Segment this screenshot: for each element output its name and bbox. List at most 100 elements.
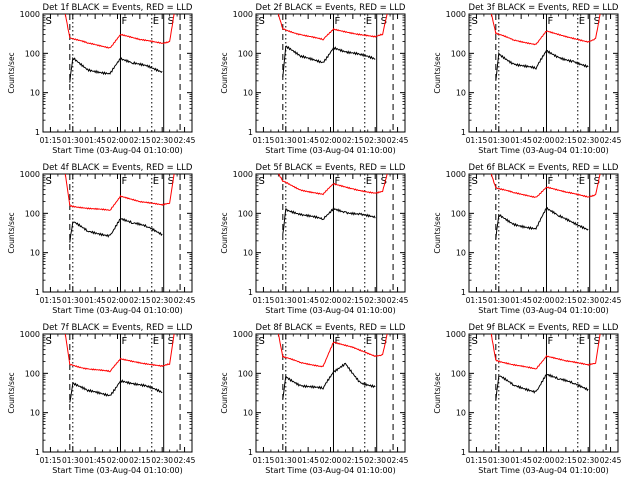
- x-axis-label: Start Time (03-Aug-04 01:10:00): [52, 306, 183, 315]
- lld-series-line: [64, 13, 175, 49]
- x-tick-label: 01:45: [297, 456, 319, 465]
- lld-series-line: [277, 333, 388, 368]
- plot-frame: [255, 333, 406, 453]
- chart-panel: Det 9f BLACK = Events, RED = LLD 1 10 100 10…: [433, 323, 622, 475]
- x-tick-label: 01:45: [297, 296, 319, 305]
- annotation-label: S: [471, 336, 477, 347]
- x-tick-label: 02:00: [533, 136, 555, 145]
- annotation-label: S: [45, 336, 51, 347]
- x-tick-label: 02:30: [364, 296, 386, 305]
- chart-title: Det 4f BLACK = Events, RED = LLD: [43, 163, 193, 173]
- x-tick-label: 02:45: [174, 296, 196, 305]
- y-tick-label: 1: [35, 128, 40, 137]
- events-series-line: [282, 45, 376, 78]
- y-tick-label: 1: [35, 448, 40, 457]
- x-tick-label: 02:00: [320, 456, 342, 465]
- annotation-label: E: [366, 16, 372, 27]
- lld-series-line: [277, 13, 388, 41]
- annotation-label: S: [168, 336, 174, 347]
- events-series-line: [69, 379, 163, 403]
- x-tick-label: 02:15: [129, 456, 151, 465]
- x-tick-label: 01:15: [253, 136, 275, 145]
- y-tick-label: 1000: [233, 330, 253, 339]
- y-tick-label: 1: [35, 288, 40, 297]
- x-tick-label: 02:45: [387, 296, 409, 305]
- y-tick-label: 1000: [446, 170, 466, 179]
- annotation-label: E: [366, 176, 372, 187]
- y-tick-label: 1: [461, 128, 466, 137]
- y-axis-label: Counts/sec: [220, 212, 229, 253]
- x-tick-label: 02:00: [320, 296, 342, 305]
- x-tick-label: 01:30: [62, 296, 84, 305]
- lld-series-line: [64, 173, 175, 211]
- x-tick-label: 02:15: [342, 296, 364, 305]
- x-tick-label: 01:45: [510, 296, 532, 305]
- chart-panel: Det 3f BLACK = Events, RED = LLD 1 10 100 10…: [433, 3, 622, 155]
- x-tick-label: 02:15: [342, 136, 364, 145]
- y-tick-label: 10: [456, 409, 466, 418]
- x-tick-label: 01:30: [62, 456, 84, 465]
- lld-series-line: [490, 13, 601, 46]
- y-axis-label: Counts/sec: [433, 212, 442, 253]
- annotation-label: F: [334, 16, 340, 27]
- x-axis-label: Start Time (03-Aug-04 01:10:00): [265, 146, 396, 155]
- chart-title: Det 7f BLACK = Events, RED = LLD: [43, 323, 193, 333]
- annotation-label: S: [594, 336, 600, 347]
- x-tick-label: 01:15: [253, 456, 275, 465]
- x-tick-label: 02:00: [533, 456, 555, 465]
- events-series-line: [69, 217, 163, 243]
- x-axis-label: Start Time (03-Aug-04 01:10:00): [52, 466, 183, 475]
- x-tick-label: 01:45: [84, 456, 106, 465]
- y-axis-label: Counts/sec: [7, 212, 16, 253]
- plot-frame: [468, 13, 619, 133]
- annotation-label: F: [121, 336, 127, 347]
- chart-title: Det 1f BLACK = Events, RED = LLD: [43, 3, 193, 13]
- annotation-label: S: [471, 16, 477, 27]
- x-tick-label: 01:15: [40, 456, 62, 465]
- annotation-label: E: [579, 16, 585, 27]
- x-axis-label: Start Time (03-Aug-04 01:10:00): [52, 146, 183, 155]
- y-tick-label: 10: [30, 249, 40, 258]
- y-tick-label: 100: [25, 209, 40, 218]
- plot-frame: [42, 13, 193, 133]
- lld-series-line: [490, 333, 601, 370]
- x-tick-label: 02:15: [129, 136, 151, 145]
- y-tick-label: 1: [248, 128, 253, 137]
- x-axis-label: Start Time (03-Aug-04 01:10:00): [478, 306, 609, 315]
- y-tick-label: 10: [456, 249, 466, 258]
- x-tick-label: 02:15: [555, 456, 577, 465]
- annotation-label: E: [153, 176, 159, 187]
- x-axis-label: Start Time (03-Aug-04 01:10:00): [478, 146, 609, 155]
- x-tick-label: 02:30: [364, 456, 386, 465]
- y-axis-label: Counts/sec: [7, 52, 16, 93]
- x-tick-label: 01:15: [466, 456, 488, 465]
- chart-panel: Det 4f BLACK = Events, RED = LLD 1 10 100 10…: [7, 163, 196, 315]
- y-tick-label: 1: [461, 448, 466, 457]
- annotation-label: S: [45, 176, 51, 187]
- annotation-label: S: [381, 176, 387, 187]
- chart-panel: Det 1f BLACK = Events, RED = LLD 1 10 100 10…: [7, 3, 196, 155]
- x-tick-label: 01:30: [62, 136, 84, 145]
- annotation-label: S: [594, 16, 600, 27]
- x-tick-label: 01:45: [510, 456, 532, 465]
- y-tick-label: 1: [248, 448, 253, 457]
- plot-frame: [468, 333, 619, 453]
- x-tick-label: 02:00: [533, 296, 555, 305]
- y-tick-label: 10: [30, 89, 40, 98]
- annotation-label: E: [579, 176, 585, 187]
- annotation-label: S: [45, 16, 51, 27]
- x-tick-label: 02:30: [577, 296, 599, 305]
- annotation-label: E: [579, 336, 585, 347]
- annotation-label: S: [594, 176, 600, 187]
- lld-series-line: [64, 333, 175, 373]
- y-tick-label: 100: [238, 49, 253, 58]
- x-tick-label: 01:30: [488, 296, 510, 305]
- events-series-line: [69, 56, 163, 83]
- x-tick-label: 02:30: [364, 136, 386, 145]
- x-tick-label: 02:30: [151, 296, 173, 305]
- plot-frame: [42, 333, 193, 453]
- y-tick-label: 10: [456, 89, 466, 98]
- y-tick-label: 10: [243, 249, 253, 258]
- x-tick-label: 02:00: [320, 136, 342, 145]
- x-tick-label: 02:15: [129, 296, 151, 305]
